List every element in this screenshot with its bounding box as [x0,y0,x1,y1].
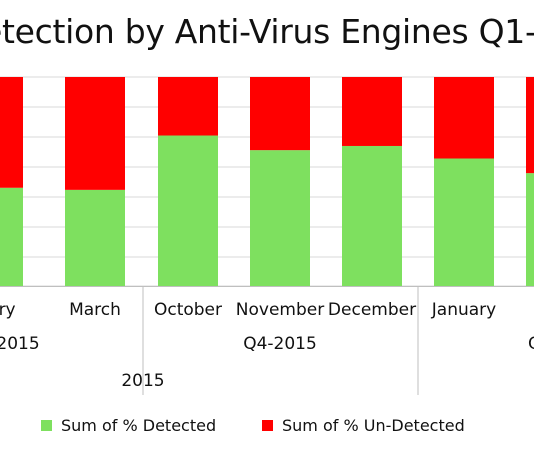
legend: Sum of % Detected Sum of % Un-Detected [0,410,534,440]
bar-undetected-0 [0,77,23,188]
bar-undetected-6 [526,77,534,174]
x-tick-label-0: ruary [0,300,16,320]
bar-detected-6 [526,173,534,286]
bar-detected-0 [0,187,23,286]
bar-detected-1 [65,189,125,286]
quarter-label-2: Q [528,334,534,354]
legend-item-detected: Sum of % Detected [41,410,216,440]
legend-label-detected: Sum of % Detected [61,415,217,435]
bar-undetected-3 [250,77,310,151]
bar-detected-3 [250,150,310,286]
chart-title: etection by Anti-Virus Engines Q1-20 [0,12,534,51]
year-label-0: 2015 [121,371,164,391]
bar-detected-2 [158,135,218,286]
legend-swatch-detected [41,419,52,431]
bar-undetected-4 [342,77,402,146]
quarter-label-0: 2015 [0,334,40,354]
x-tick-label-4: December [328,300,416,320]
legend-swatch-undetected [262,419,273,431]
bar-undetected-1 [65,77,125,190]
x-tick-label-1: March [69,300,121,320]
quarter-label-1: Q4-2015 [243,334,317,354]
bar-undetected-5 [434,77,494,159]
x-tick-label-5: January [431,300,496,320]
bar-detected-4 [342,145,402,286]
bar-undetected-2 [158,77,218,136]
x-tick-label-2: October [154,300,222,320]
legend-item-undetected: Sum of % Un-Detected [262,410,465,440]
x-tick-label-3: November [236,300,324,320]
bar-detected-5 [434,158,494,286]
legend-label-undetected: Sum of % Un-Detected [282,415,465,435]
